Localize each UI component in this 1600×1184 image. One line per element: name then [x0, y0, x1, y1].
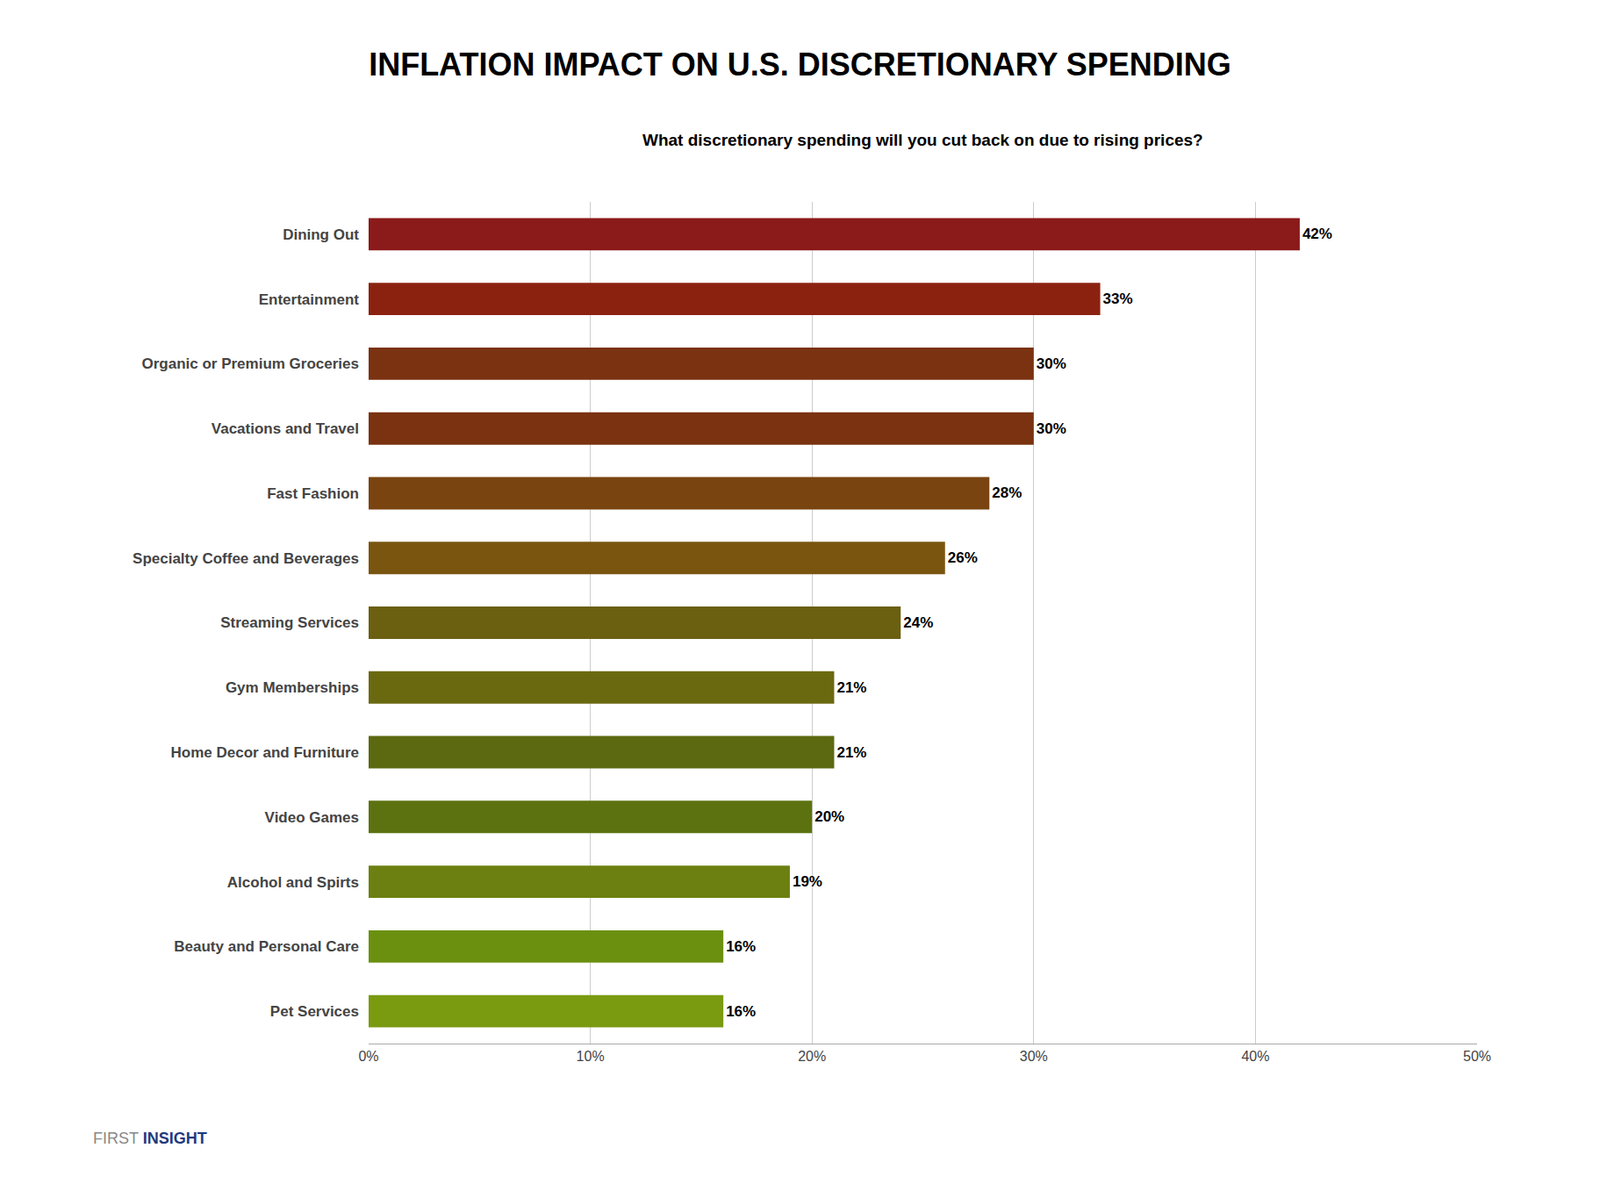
- svg-text:24%: 24%: [903, 614, 933, 632]
- svg-text:Fast Fashion: Fast Fashion: [266, 485, 359, 503]
- svg-text:20%: 20%: [814, 808, 845, 826]
- svg-text:Pet Services: Pet Services: [270, 1003, 359, 1020]
- svg-text:42%: 42%: [1302, 225, 1333, 243]
- svg-text:16%: 16%: [725, 938, 756, 955]
- svg-text:Streaming Services: Streaming Services: [220, 614, 359, 632]
- svg-text:19%: 19%: [792, 873, 823, 890]
- svg-text:Organic or Premium Groceries: Organic or Premium Groceries: [141, 355, 359, 373]
- svg-text:Dining Out: Dining Out: [282, 226, 359, 244]
- svg-text:28%: 28%: [991, 484, 1022, 502]
- svg-text:30%: 30%: [1036, 420, 1067, 438]
- svg-text:Video Games: Video Games: [265, 809, 359, 826]
- svg-text:30%: 30%: [1019, 1048, 1048, 1064]
- svg-text:16%: 16%: [725, 1003, 756, 1020]
- svg-text:INFLATION IMPACT ON U.S. DISCR: INFLATION IMPACT ON U.S. DISCRETIONARY S…: [368, 46, 1232, 83]
- svg-text:21%: 21%: [836, 679, 867, 696]
- svg-text:20%: 20%: [797, 1048, 826, 1064]
- svg-text:21%: 21%: [836, 744, 867, 761]
- svg-text:40%: 40%: [1241, 1048, 1270, 1064]
- svg-text:0%: 0%: [358, 1048, 379, 1064]
- svg-text:Alcohol and Spirts: Alcohol and Spirts: [227, 874, 359, 891]
- svg-text:30%: 30%: [1036, 355, 1067, 373]
- svg-text:Specialty Coffee and Beverages: Specialty Coffee and Beverages: [132, 550, 359, 567]
- svg-text:33%: 33%: [1103, 290, 1134, 308]
- svg-text:Vacations and Travel: Vacations and Travel: [211, 420, 359, 438]
- svg-text:Beauty and Personal Care: Beauty and Personal Care: [173, 938, 359, 955]
- svg-text:10%: 10%: [576, 1048, 605, 1064]
- svg-text:Gym Memberships: Gym Memberships: [225, 679, 359, 696]
- svg-text:26%: 26%: [947, 549, 978, 567]
- svg-text:Home Decor and Furniture: Home Decor and Furniture: [171, 744, 359, 761]
- svg-text:50%: 50%: [1463, 1048, 1492, 1064]
- svg-text:Entertainment: Entertainment: [258, 291, 360, 309]
- svg-text:FIRST INSIGHT: FIRST INSIGHT: [93, 1129, 208, 1148]
- svg-text:What discretionary spending wi: What discretionary spending will you cut…: [642, 130, 1204, 150]
